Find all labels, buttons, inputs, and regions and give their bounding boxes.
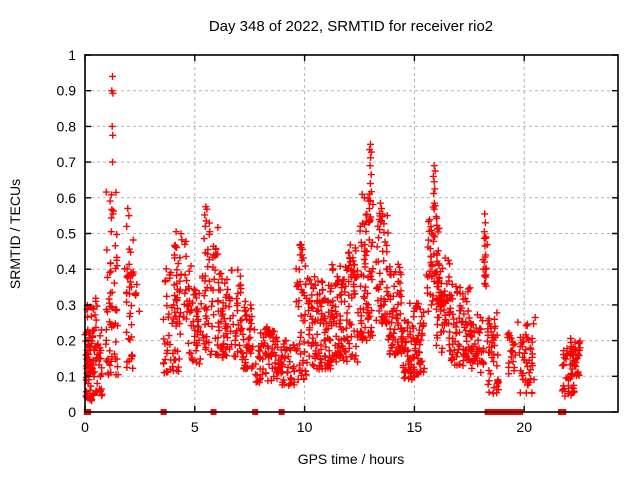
y-tick-label: 0 <box>68 404 76 420</box>
x-tick-label: 5 <box>191 419 199 435</box>
axis-ticks <box>84 54 618 413</box>
x-tick-label: 15 <box>407 419 423 435</box>
y-tick-labels: 0 0.1 0.2 0.3 0.4 0.5 0.6 0.7 0.8 0.9 1 <box>57 47 77 420</box>
y-tick-label: 0.9 <box>57 83 77 99</box>
chart-title: Day 348 of 2022, SRMTID for receiver rio… <box>209 18 493 35</box>
x-tick-labels: 0 5 10 15 20 <box>81 419 532 435</box>
y-tick-label: 0.7 <box>57 154 77 170</box>
y-axis-label: SRMTID / TECUs <box>7 179 23 289</box>
x-tick-label: 0 <box>81 419 89 435</box>
y-tick-label: 0.4 <box>57 261 77 277</box>
y-tick-label: 1 <box>68 47 76 63</box>
y-tick-label: 0.2 <box>57 333 77 349</box>
y-tick-label: 0.8 <box>57 118 77 134</box>
y-tick-label: 0.3 <box>57 297 77 313</box>
x-tick-label: 20 <box>516 419 532 435</box>
x-axis-label: GPS time / hours <box>298 451 405 467</box>
scatter-points <box>81 72 584 405</box>
y-tick-label: 0.1 <box>57 368 77 384</box>
zero-value-markers <box>83 409 567 415</box>
x-tick-label: 10 <box>297 419 313 435</box>
y-tick-label: 0.5 <box>57 226 77 242</box>
y-tick-label: 0.6 <box>57 190 77 206</box>
